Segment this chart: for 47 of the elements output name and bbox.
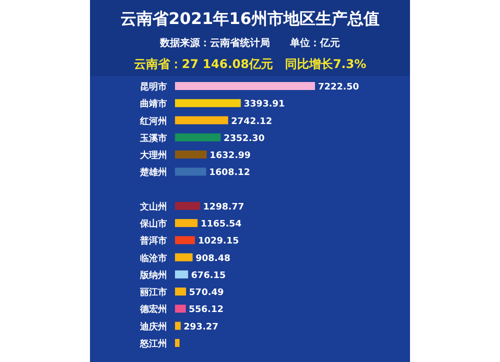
- y-tick-label: 楚雄州: [139, 167, 167, 178]
- y-tick-label: 文山州: [139, 201, 167, 212]
- y-tick-label: 临沧市: [140, 252, 167, 264]
- text: 云南省：27 146.08亿元 同比增长7.3%: [134, 57, 366, 71]
- y-tick-label: 曲靖市: [140, 98, 167, 110]
- bar: [175, 288, 186, 296]
- bar: [175, 99, 241, 108]
- bar: [175, 219, 198, 228]
- data-label: 7222.50: [318, 82, 359, 92]
- data-label: 1029.15: [198, 236, 239, 247]
- data-label: 2352.30: [224, 134, 265, 144]
- chart-subtitle: 数据来源：云南省统计局 单位：亿元: [159, 37, 340, 49]
- chart-title: 云南省2021年16州市地区生产总值: [120, 9, 380, 28]
- y-tick-label: 版纳州: [139, 270, 167, 281]
- bar: [175, 236, 195, 244]
- bar: [175, 270, 188, 278]
- data-label: 556.12: [188, 305, 224, 316]
- y-tick-label: 迪庆州: [139, 321, 167, 332]
- data-label: 1608.12: [209, 168, 250, 178]
- bar: [175, 133, 221, 142]
- y-tick-label: 德宏州: [139, 304, 167, 316]
- y-tick-label: 怒江州: [139, 338, 167, 350]
- data-label: 293.27: [184, 322, 218, 332]
- data-label: 676.15: [191, 270, 226, 281]
- y-tick-label: 丽江市: [139, 287, 167, 298]
- y-tick-label: 玉溪市: [139, 132, 167, 144]
- data-label: 1165.54: [200, 220, 242, 230]
- y-tick-label: 普洱市: [139, 234, 167, 247]
- bar: [175, 322, 181, 330]
- bar: [175, 253, 193, 262]
- bar: [175, 202, 200, 210]
- y-tick-label: 红河州: [139, 116, 167, 127]
- bar: [175, 168, 206, 176]
- bar: [175, 150, 207, 159]
- data-label: 1632.99: [210, 151, 251, 162]
- data-label: 3393.91: [244, 100, 285, 110]
- bar: [175, 116, 228, 124]
- data-label: 570.49: [189, 288, 224, 298]
- bar: [175, 338, 180, 347]
- data-label: 2742.12: [231, 116, 272, 127]
- y-tick-label: 大理州: [140, 150, 167, 162]
- bar: [175, 82, 315, 90]
- y-tick-label: 保山市: [139, 218, 167, 230]
- y-tick-label: 昆明市: [140, 82, 167, 92]
- data-label: 1298.77: [203, 202, 244, 212]
- data-label: 908.48: [196, 254, 230, 264]
- bar: [175, 304, 186, 313]
